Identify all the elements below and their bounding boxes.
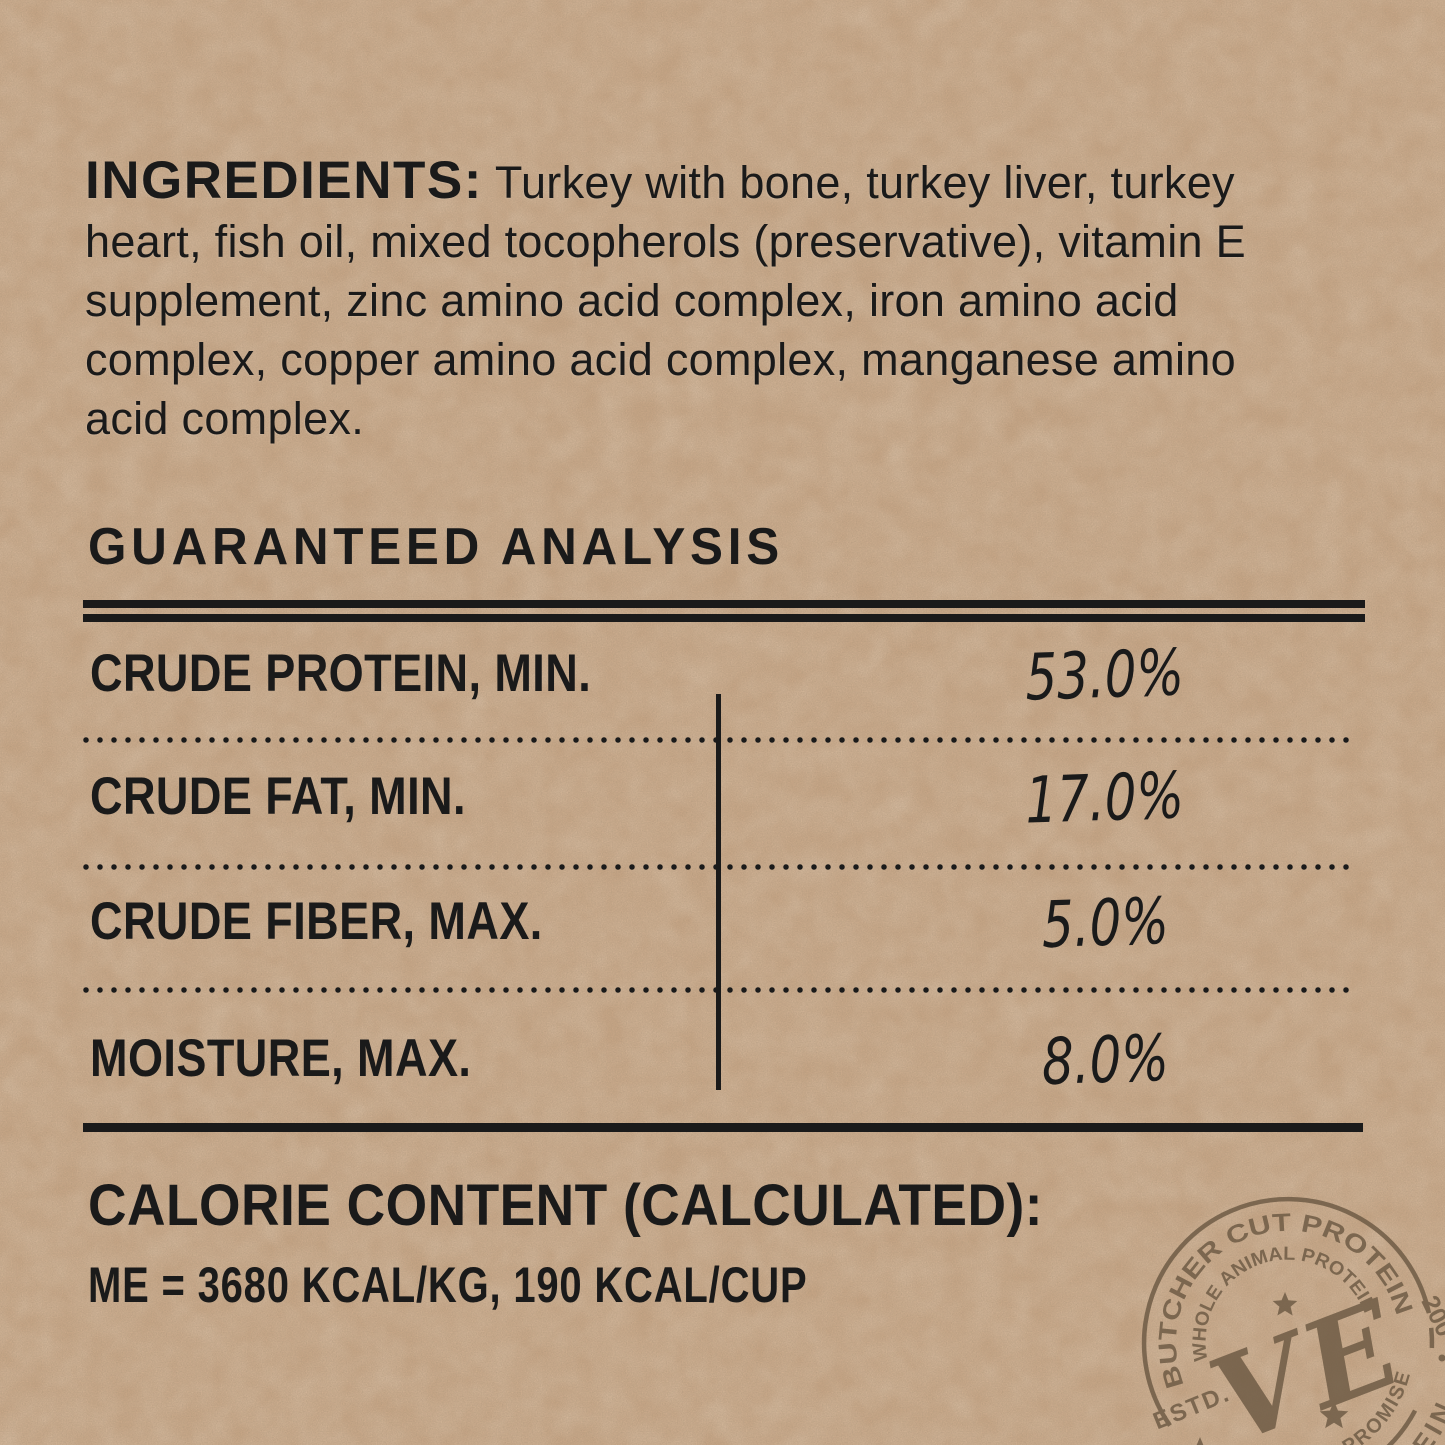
row-label-crude-fiber: CRUDE FIBER, MAX.	[90, 895, 623, 948]
guaranteed-analysis-heading-text: GUARANTEED ANALYSIS	[88, 518, 784, 576]
row-label-text: MOISTURE, MAX.	[90, 1029, 472, 1088]
calorie-content-value: ME = 3680 KCAL/KG, 190 KCAL/CUP	[88, 1260, 987, 1310]
star-icon	[1272, 1292, 1298, 1316]
ingredients-body: Turkey with bone, turkey liver, turkey h…	[85, 157, 1246, 444]
row-value-text: 8.0%	[1040, 1021, 1170, 1101]
row-value-text: 17.0%	[1024, 759, 1186, 839]
table-top-rule-1	[83, 600, 1365, 608]
table-bottom-rule	[83, 1123, 1363, 1132]
row-label-text: CRUDE FAT, MIN.	[90, 767, 466, 826]
calorie-content-value-text: ME = 3680 KCAL/KG, 190 KCAL/CUP	[88, 1257, 808, 1313]
table-top-rule-2	[83, 614, 1365, 622]
star-icon	[1319, 1401, 1349, 1429]
guaranteed-analysis-heading: GUARANTEED ANALYSIS	[88, 517, 821, 577]
row-label-text: CRUDE PROTEIN, MIN.	[90, 644, 592, 703]
row-value-crude-protein: 53.0%	[850, 636, 1360, 716]
brand-stamp: BUTCHER CUT PROTEIN WHOLE ANIMAL PROTEIN…	[1141, 1196, 1445, 1445]
stamp-separator-dot	[1438, 1354, 1445, 1362]
stamp-year-text: 200	[1416, 1291, 1445, 1341]
ingredients-paragraph: INGREDIENTS: Turkey with bone, turkey li…	[85, 151, 1275, 448]
row-label-moisture: MOISTURE, MAX.	[90, 1032, 539, 1085]
row-value-moisture: 8.0%	[850, 1021, 1360, 1101]
stamp-ring-tick	[1428, 1327, 1435, 1349]
ingredients-heading: INGREDIENTS:	[85, 151, 483, 210]
row-value-crude-fiber: 5.0%	[850, 884, 1360, 964]
calorie-content-heading-text: CALORIE CONTENT (CALCULATED):	[88, 1173, 1043, 1238]
table-column-divider	[716, 694, 721, 1090]
stamp-ring-arc	[1141, 1196, 1432, 1427]
row-value-crude-fat: 17.0%	[850, 759, 1360, 839]
row-label-text: CRUDE FIBER, MAX.	[90, 892, 543, 951]
calorie-content-heading: CALORIE CONTENT (CALCULATED):	[88, 1177, 1126, 1235]
row-value-text: 53.0%	[1024, 636, 1186, 716]
row-value-text: 5.0%	[1040, 884, 1170, 964]
row-label-crude-protein: CRUDE PROTEIN, MIN.	[90, 647, 680, 700]
stamp-ring-arc-bottom	[1386, 1409, 1418, 1445]
star-icon	[1196, 1437, 1204, 1445]
row-label-crude-fat: CRUDE FAT, MIN.	[90, 770, 532, 823]
